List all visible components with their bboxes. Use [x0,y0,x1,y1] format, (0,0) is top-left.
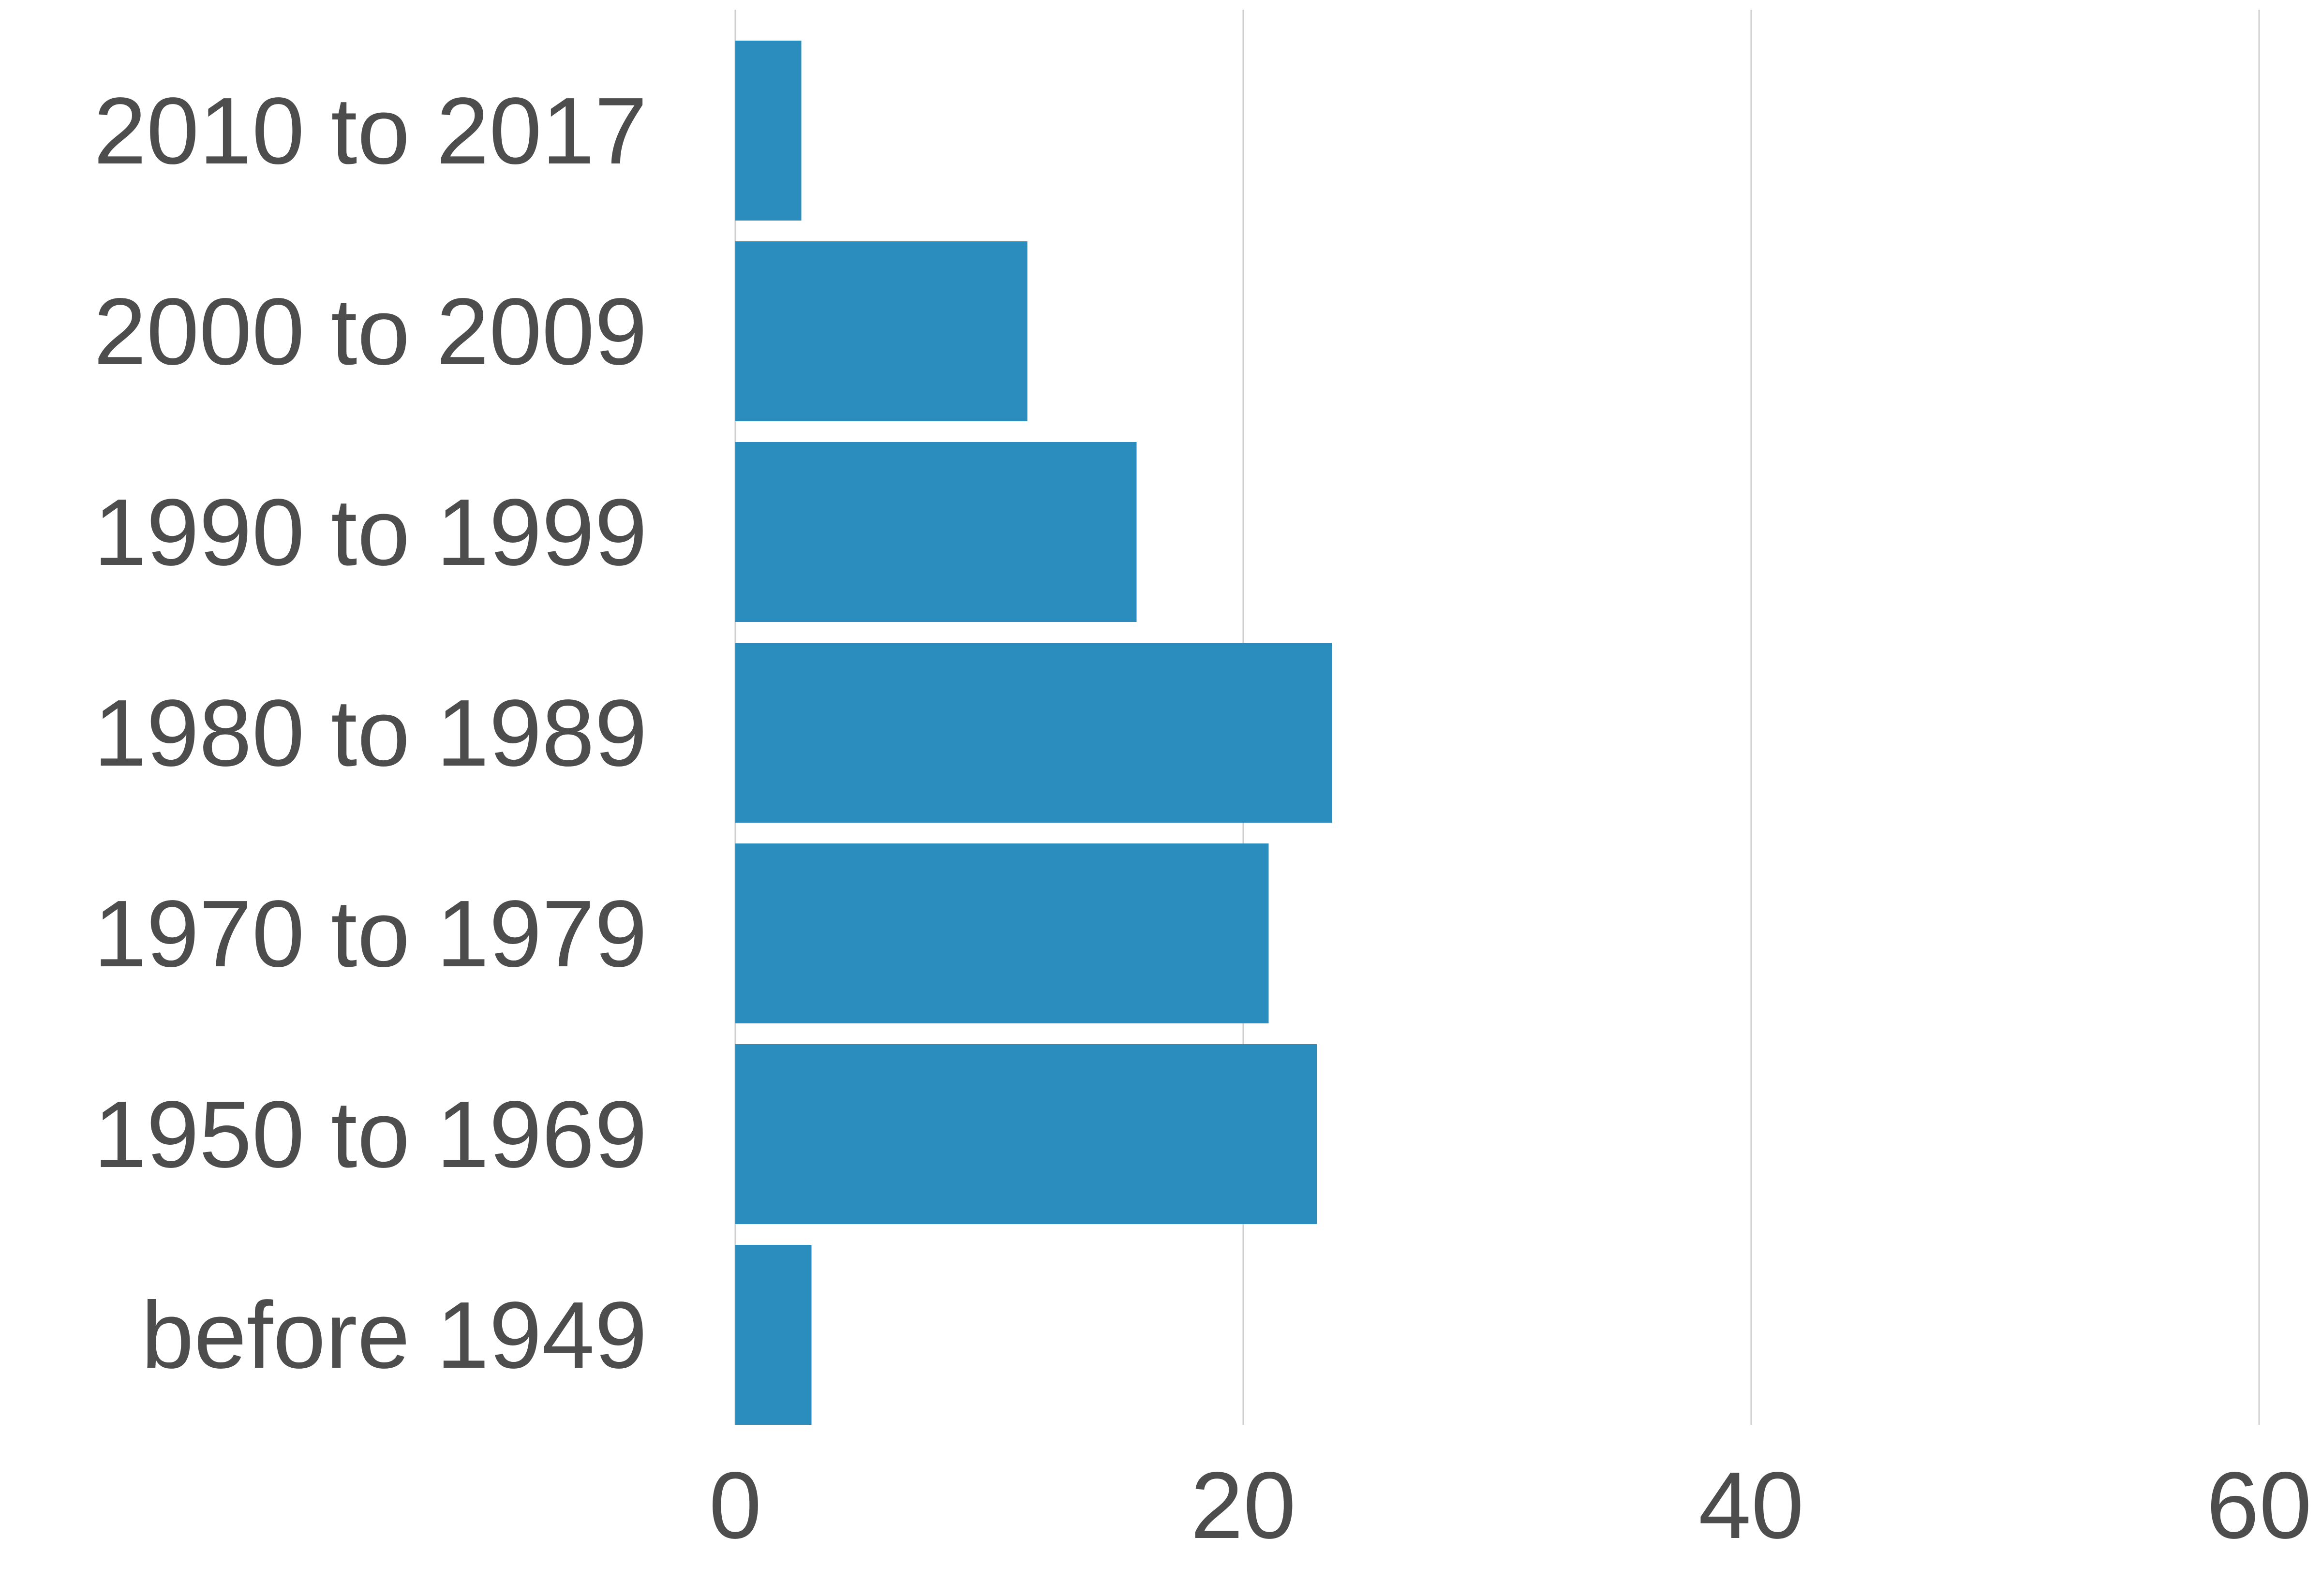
category-label-2000-to-2009: 2000 to 2009 [94,279,647,384]
x-tick-label-40: 40 [1698,1452,1804,1558]
category-label-1950-to-1969: 1950 to 1969 [94,1081,647,1187]
bar-1990-to-1999 [735,442,1137,622]
x-tick-label-60: 60 [2206,1452,2312,1558]
bar-1970-to-1979 [735,843,1269,1023]
x-axis-ticks: 0 20 40 60 [709,1452,2312,1558]
category-label-1990-to-1999: 1990 to 1999 [94,479,647,585]
category-label-before-1949: before 1949 [141,1282,647,1388]
x-tick-label-0: 0 [709,1452,761,1558]
bar-layer [735,41,1332,1425]
bar-1980-to-1989 [735,643,1332,823]
category-labels: 2010 to 2017 2000 to 2009 1990 to 1999 1980… [94,78,647,1388]
bar-1950-to-1969 [735,1044,1317,1224]
bar-2010-to-2017 [735,41,802,221]
category-label-1970-to-1979: 1970 to 1979 [94,881,647,987]
x-tick-label-20: 20 [1191,1452,1296,1558]
bar-2000-to-2009 [735,241,1027,421]
category-label-2010-to-2017: 2010 to 2017 [94,78,647,184]
bar-before-1949 [735,1245,812,1425]
category-label-1980-to-1989: 1980 to 1989 [94,680,647,786]
